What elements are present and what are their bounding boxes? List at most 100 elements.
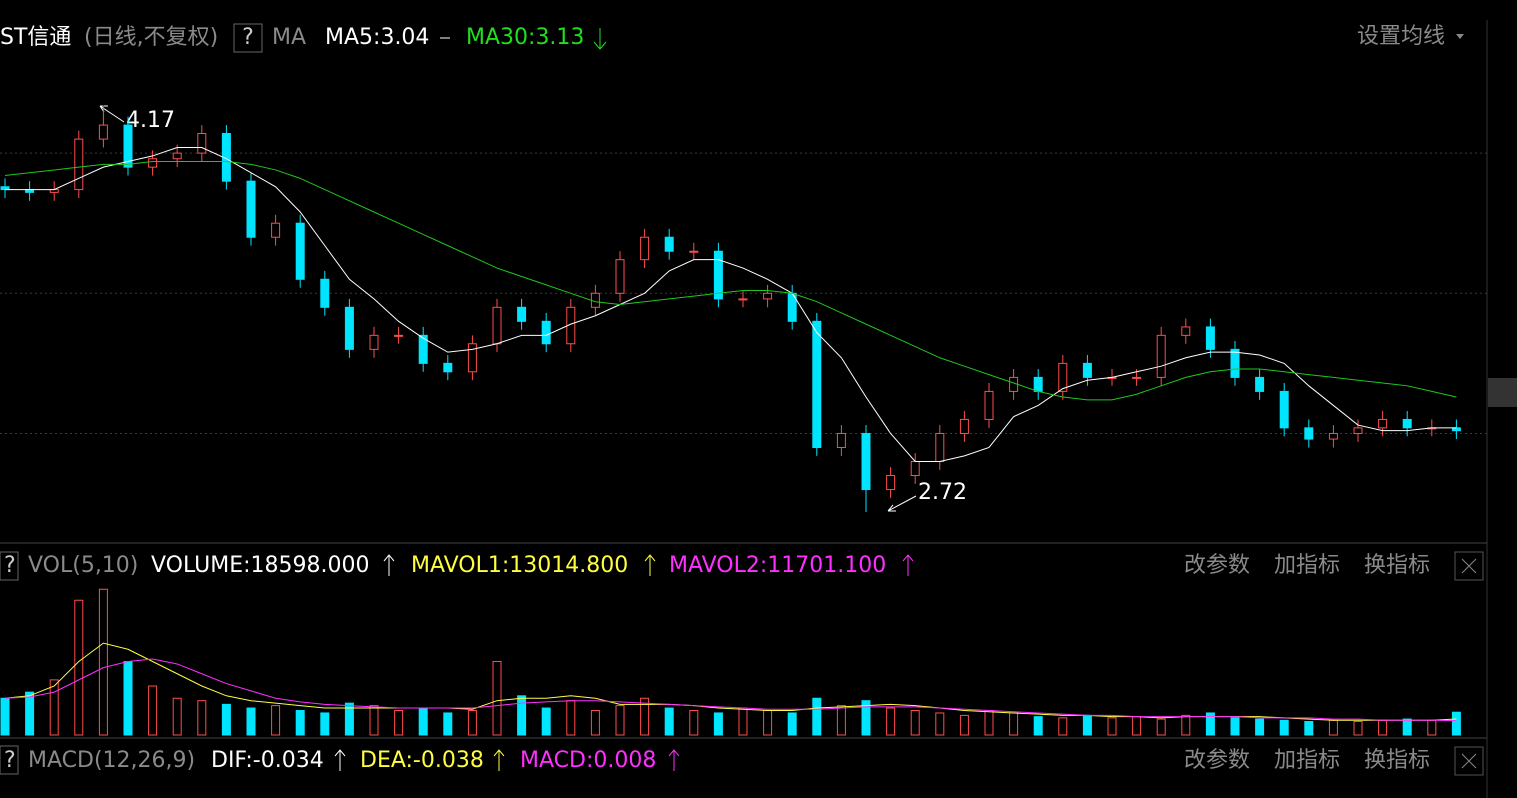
volume-bar [1058,717,1068,736]
candle-body [541,320,551,345]
volume-bar [25,691,35,736]
volume-bar [98,588,108,736]
ma30-label: MA30:3.13 [466,25,584,50]
volume-bar [959,714,969,736]
help[interactable]: ? [4,553,16,578]
help[interactable]: ? [242,25,254,50]
volume-bar [886,707,896,736]
dropdown-arrow[interactable] [1456,34,1464,39]
panel-button[interactable]: 加指标 [1274,553,1340,578]
candle-body [467,343,477,373]
candle-body [1082,362,1092,378]
volume-bar [1353,721,1363,736]
low-annotation: 2.72 [918,480,967,505]
volume-bar [689,710,699,736]
volume-bar [541,707,551,736]
ma-settings[interactable]: 设置均线 [1357,24,1445,49]
candle-body [74,138,84,191]
volume-bar [812,697,822,736]
candle-body [1328,432,1338,440]
volume-bar [517,695,527,736]
volume-bar [197,700,207,736]
volume-bar [763,710,773,736]
close-box[interactable] [1454,551,1484,581]
help[interactable]: ? [4,748,16,773]
candle-body [369,334,379,350]
panel-button[interactable]: 改参数 [1184,553,1250,578]
volume-bar [566,700,576,736]
volume-bar [984,710,994,736]
candle-body [1181,326,1191,336]
scroll-handle[interactable] [1488,378,1517,407]
volume-bar [1378,719,1388,736]
close-icon[interactable] [1461,753,1477,769]
up-arrow [902,554,914,576]
volume-bar [443,712,453,736]
up-arrow [644,554,656,576]
candle-body [320,278,330,308]
candle-body [246,180,256,238]
volume-bar [590,710,600,736]
volume-bar [1033,716,1043,736]
volume-bar [1328,719,1338,736]
stock-name: ST信通 [0,25,71,50]
close-icon[interactable] [1461,558,1477,574]
volume-bar [1181,714,1191,736]
help-box[interactable] [0,745,19,775]
help-box[interactable] [233,23,263,53]
panel-button[interactable]: 换指标 [1364,748,1430,773]
ma-label: MA [272,25,306,50]
ma5-line [5,147,1457,463]
candle-body [1058,362,1068,392]
candle-body [935,432,945,463]
candle-body [910,461,920,477]
volume-bar [467,710,477,736]
volume-bar [861,700,871,736]
panel-button[interactable]: 改参数 [1184,748,1250,773]
volume-bar [1205,712,1215,736]
candle-body [738,298,748,301]
high-annotation: 4.17 [126,108,175,133]
volume-bar [271,705,281,736]
down-arrow [593,28,607,50]
volume-bar [1427,719,1437,736]
candle-body [713,250,723,300]
volume-bar [74,599,84,736]
volume-bar [369,705,379,736]
candle-body [1205,326,1215,350]
candle-body [1378,418,1388,429]
up-arrow [668,749,680,771]
volume-bar [394,710,404,736]
volume-bar [320,712,330,736]
candle-body [959,418,969,434]
candle-body [394,334,404,337]
mavol1-label: MAVOL1:13014.800 [411,553,628,578]
candle-body [1033,376,1043,392]
volume-bar [713,712,723,736]
close-box[interactable] [1454,746,1484,776]
volume-bar [1279,719,1289,736]
volume-bar [664,707,674,736]
dea-label: DEA:-0.038 [360,748,484,773]
candle-body [836,432,846,448]
vol-label: VOL(5,10) [28,553,138,578]
up-arrow [334,749,346,771]
volume-bar [787,712,797,736]
period: (日线,不复权) [84,25,218,50]
candle-body [1402,418,1412,429]
volume-bar [246,707,256,736]
volume-bar [418,707,428,736]
candle-body [861,432,871,491]
up-arrow [383,554,395,576]
panel-button[interactable]: 换指标 [1364,553,1430,578]
candle-body [1156,334,1166,378]
candle-body [443,362,453,373]
help-box[interactable] [0,551,19,581]
candle-body [98,124,108,140]
volume-bar [640,697,650,736]
panel-button[interactable]: 加指标 [1274,748,1340,773]
candle-body [984,390,994,420]
ma30-line [4,161,1457,401]
